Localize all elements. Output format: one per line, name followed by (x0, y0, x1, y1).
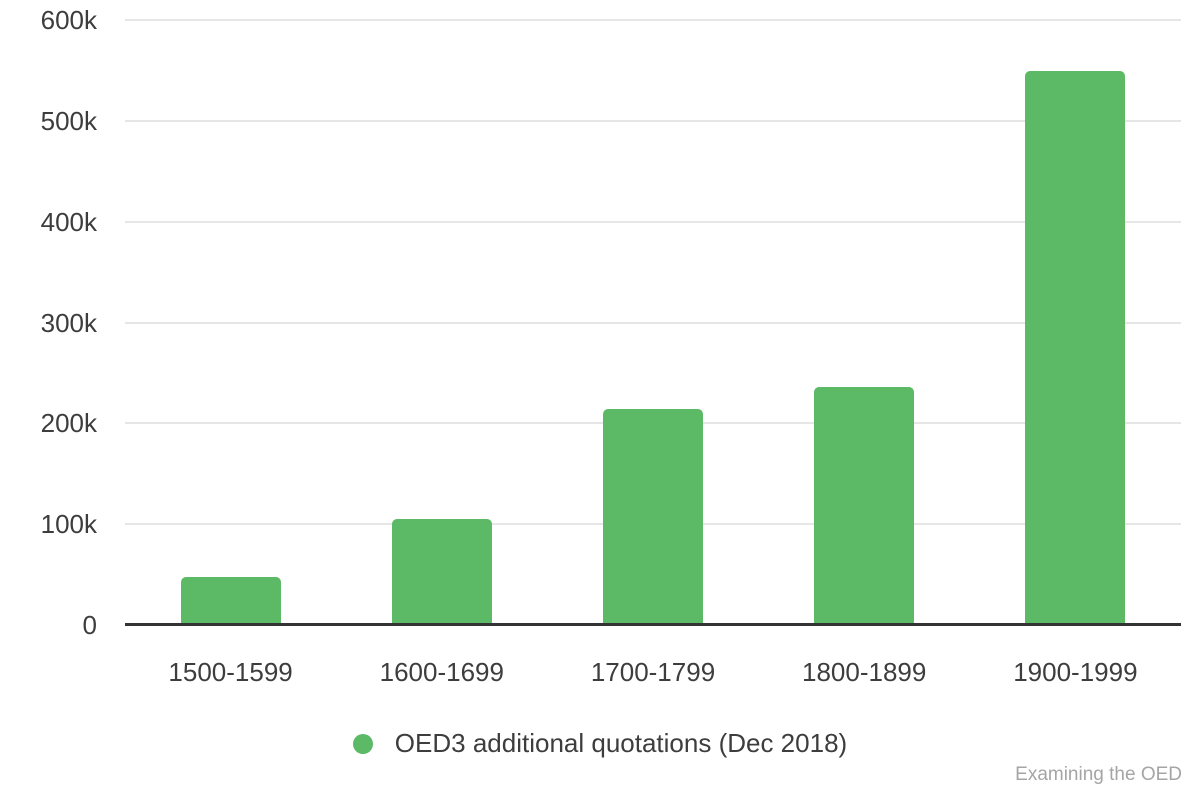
y-axis-tick-label: 0 (82, 610, 97, 640)
bar-1500-1599[interactable] (180, 576, 281, 625)
x-axis-tick-label: 1700-1799 (590, 657, 716, 687)
watermark: Examining the OED (1015, 764, 1182, 785)
y-axis-tick-label: 300k (40, 307, 97, 338)
bar-1800-1899[interactable] (814, 387, 915, 625)
y-axis-tick-label: 600k (40, 5, 97, 35)
gridline (125, 321, 1181, 324)
legend-label: OED3 additional quotations (Dec 2018) (394, 728, 848, 758)
y-axis: 0 100k 200k 300k 400k 500k 600k (0, 5, 97, 640)
x-axis-tick-label: 1800-1899 (802, 657, 927, 687)
y-axis-tick-label: 500k (40, 105, 97, 136)
bar-1700-1799[interactable] (603, 409, 703, 625)
y-axis-tick-label: 200k (40, 408, 97, 439)
y-axis-tick-label: 100k (40, 509, 97, 540)
y-axis-tick-label: 400k (40, 206, 97, 237)
x-axis-tick-label: 1900-1999 (1013, 657, 1138, 687)
x-axis: 1500-1599 1600-1699 1700-1799 1800-1899 1900… (125, 656, 1181, 690)
gridline (125, 19, 1181, 21)
x-axis-tick-label: 1600-1699 (379, 657, 504, 687)
gridline (125, 220, 1181, 223)
x-axis-baseline (125, 623, 1181, 626)
gridline (125, 119, 1181, 122)
legend-swatch-icon (352, 733, 373, 754)
x-axis-tick-label: 1500-1599 (168, 657, 293, 687)
bar-1900-1999[interactable] (1025, 71, 1126, 625)
plot-area (125, 19, 1181, 626)
bar-1600-1699[interactable] (391, 519, 492, 625)
legend: OED3 additional quotations (Dec 2018) (0, 728, 1200, 759)
